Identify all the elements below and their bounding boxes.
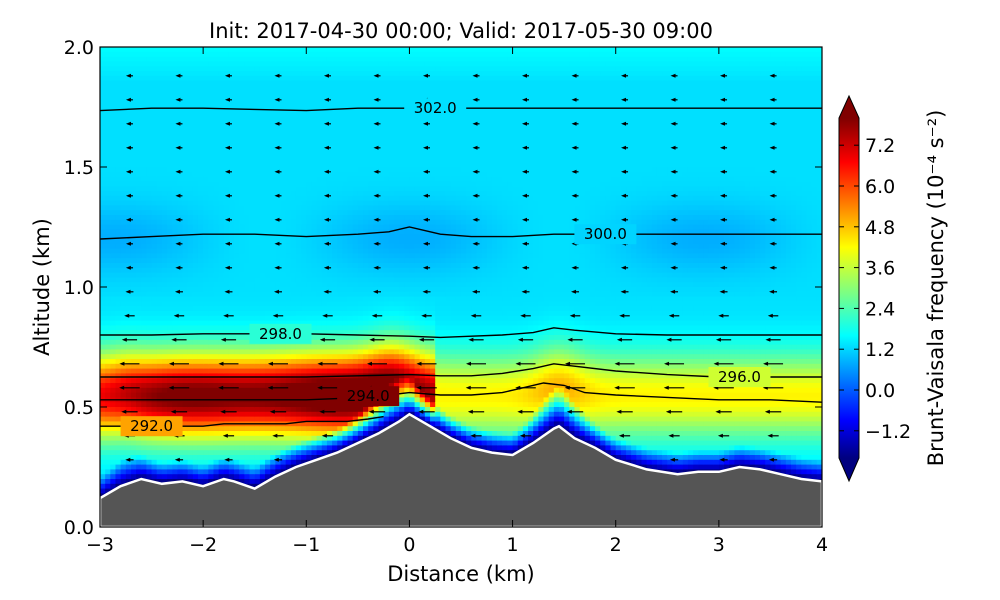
contour-label-302.0: 302.0 — [414, 99, 457, 117]
terrain — [100, 412, 822, 527]
contour-label-gap — [249, 323, 312, 344]
contour-line-296.0 — [100, 363, 822, 378]
colorbar-extend-min — [839, 458, 859, 481]
colorbar-outline — [838, 94, 860, 483]
colorbar-tick-label: 6.0 — [865, 176, 895, 198]
y-axis: 0.0 0.5 1.0 1.5 2.0 — [64, 37, 822, 539]
x-tick-label: −3 — [86, 534, 114, 556]
x-tick-label: −1 — [292, 534, 320, 556]
contour-line-300.0 — [100, 226, 822, 240]
contour-line-298.0 — [100, 327, 822, 339]
x-axis-label: Distance (km) — [387, 562, 535, 586]
x-tick-label: 2 — [610, 534, 622, 556]
colorbar: −1.2 0.0 1.2 2.4 3.6 4.8 6.0 7.2 Brunt-Vaisala … — [838, 94, 948, 483]
colorbar-gradient — [839, 118, 859, 458]
y-tick-label: 0.5 — [64, 397, 94, 419]
contour-label-gap — [708, 367, 771, 387]
colorbar-tick-label: −1.2 — [865, 421, 911, 443]
x-tick-label: −2 — [189, 534, 217, 556]
contour-line-294.0 — [100, 382, 822, 403]
x-tick-label: 3 — [713, 534, 725, 556]
contour-label-292.0: 292.0 — [130, 417, 173, 435]
plot-area — [100, 47, 822, 527]
y-tick-label: 1.5 — [64, 157, 94, 179]
wind-vectors — [119, 73, 784, 462]
colorbar-extend-max — [839, 96, 859, 118]
contour-label-gap — [120, 416, 183, 437]
contour-label-300.0: 300.0 — [584, 225, 627, 243]
contour-labels: 292.0 294.0 296.0 298.0 300.0 302.0 — [120, 98, 771, 437]
colorbar-tick-label: 0.0 — [865, 380, 895, 402]
colorbar-tick-label: 2.4 — [865, 298, 895, 320]
contour-label-294.0: 294.0 — [347, 387, 390, 405]
colorbar-tick-label: 4.8 — [865, 217, 895, 239]
chart-title: Init: 2017-04-30 00:00; Valid: 2017-05-3… — [209, 19, 713, 43]
y-tick-label: 2.0 — [64, 37, 94, 59]
y-tick-label: 1.0 — [64, 277, 94, 299]
contour-label-gap — [404, 98, 467, 119]
colorbar-label: Brunt-Vaisala frequency (10⁻⁴ s⁻²) — [924, 110, 948, 467]
x-axis: −3 −2 −1 0 1 2 3 4 — [86, 47, 828, 556]
x-tick-label: 1 — [507, 534, 519, 556]
colorbar-ticks: −1.2 0.0 1.2 2.4 3.6 4.8 6.0 7.2 — [839, 135, 911, 443]
x-tick-label: 0 — [403, 534, 415, 556]
contour-label-gap — [337, 386, 400, 407]
colorbar-tick-label: 3.6 — [865, 258, 895, 280]
colorbar-tick-label: 7.2 — [865, 135, 895, 157]
contour-label-296.0: 296.0 — [718, 368, 761, 386]
y-tick-label: 0.0 — [64, 517, 94, 539]
colorbar-tick-label: 1.2 — [865, 339, 895, 361]
contour-label-298.0: 298.0 — [259, 325, 302, 343]
x-tick-label: 4 — [816, 534, 828, 556]
y-axis-label: Altitude (km) — [30, 218, 54, 356]
contour-label-gap — [574, 224, 637, 245]
